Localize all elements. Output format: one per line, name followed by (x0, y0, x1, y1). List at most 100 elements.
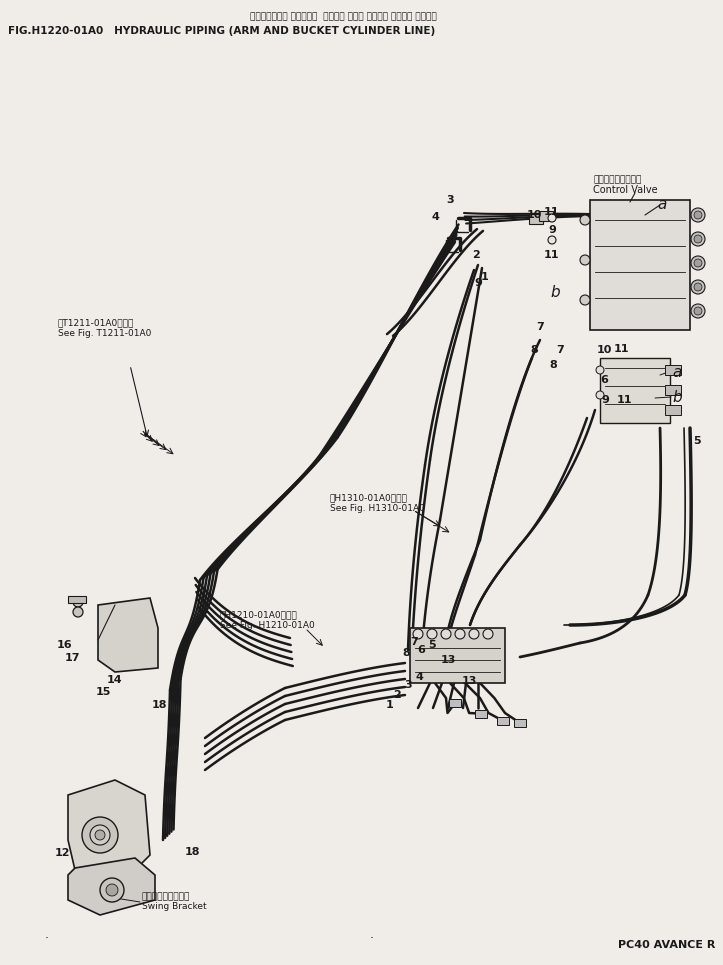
Text: 5: 5 (693, 436, 701, 446)
Text: 1: 1 (481, 272, 489, 282)
Circle shape (413, 629, 423, 639)
Circle shape (596, 391, 604, 399)
Circle shape (483, 629, 493, 639)
Text: 12: 12 (55, 848, 71, 858)
Bar (665, 385, 681, 395)
Text: 11: 11 (617, 395, 633, 405)
Text: 13: 13 (462, 676, 477, 686)
Text: FIG.H1220-01A0   HYDRAULIC PIPING (ARM AND BUCKET CYLINDER LINE): FIG.H1220-01A0 HYDRAULIC PIPING (ARM AND… (8, 26, 435, 36)
Circle shape (580, 255, 590, 265)
Text: 10: 10 (597, 345, 612, 355)
Circle shape (694, 307, 702, 315)
Text: 5: 5 (428, 640, 436, 650)
Circle shape (691, 208, 705, 222)
Bar (449, 699, 461, 707)
Bar (539, 211, 553, 221)
Text: 10: 10 (527, 210, 542, 220)
Text: See Fig. H1310-01A0: See Fig. H1310-01A0 (330, 504, 425, 513)
Circle shape (73, 607, 83, 617)
Text: 11: 11 (614, 344, 630, 354)
Bar (474, 709, 487, 718)
Text: 9: 9 (548, 225, 556, 235)
Circle shape (106, 884, 118, 896)
Circle shape (469, 629, 479, 639)
Circle shape (100, 878, 124, 902)
Text: 第H1210-01A0図参照: 第H1210-01A0図参照 (220, 610, 298, 619)
Text: See Fig. H1210-01A0: See Fig. H1210-01A0 (220, 621, 315, 630)
Text: 2: 2 (393, 690, 401, 700)
Circle shape (694, 259, 702, 267)
Text: 4: 4 (415, 672, 423, 682)
Circle shape (548, 214, 556, 222)
Polygon shape (98, 598, 158, 672)
Text: 11: 11 (544, 250, 560, 260)
Text: 2: 2 (472, 250, 480, 260)
Text: Swing Bracket: Swing Bracket (142, 902, 207, 911)
Text: 3: 3 (404, 680, 411, 690)
Circle shape (455, 629, 465, 639)
Text: 8: 8 (549, 360, 557, 370)
Text: 第T1211-01A0図参照: 第T1211-01A0図参照 (58, 318, 134, 327)
Text: .: . (45, 928, 49, 941)
Circle shape (580, 215, 590, 225)
Text: 3: 3 (446, 195, 453, 205)
Text: 15: 15 (96, 687, 111, 697)
Text: b: b (672, 390, 682, 405)
Bar (497, 717, 508, 725)
Text: 7: 7 (556, 345, 564, 355)
Text: 6: 6 (600, 375, 608, 385)
Text: 11: 11 (544, 207, 560, 217)
Text: 第H1310-01A0図参照: 第H1310-01A0図参照 (330, 493, 408, 502)
Bar (600, 358, 670, 423)
Circle shape (73, 597, 83, 607)
Bar (514, 719, 526, 727)
Text: 9: 9 (601, 395, 609, 405)
Circle shape (694, 235, 702, 243)
Text: 13: 13 (441, 655, 456, 665)
Bar (665, 405, 681, 415)
Text: .: . (370, 928, 374, 941)
Circle shape (548, 236, 556, 244)
Text: See Fig. T1211-01A0: See Fig. T1211-01A0 (58, 329, 151, 338)
Circle shape (691, 280, 705, 294)
Text: スイングブラケット: スイングブラケット (142, 892, 190, 901)
Text: a: a (657, 197, 667, 212)
Text: 6: 6 (417, 645, 425, 655)
Text: ハイドロリック パイピング  （アーム および バケット シリンダ ライン）: ハイドロリック パイピング （アーム および バケット シリンダ ライン） (250, 12, 437, 21)
Text: 8: 8 (402, 648, 410, 658)
Circle shape (90, 825, 110, 845)
Text: 18: 18 (152, 700, 168, 710)
Bar (68, 596, 86, 603)
Bar (590, 200, 690, 330)
Text: 16: 16 (57, 640, 72, 650)
Text: 7: 7 (536, 322, 544, 332)
Text: 17: 17 (65, 653, 80, 663)
Circle shape (580, 295, 590, 305)
Circle shape (427, 629, 437, 639)
Text: b: b (550, 285, 560, 300)
Text: Control Valve: Control Valve (593, 185, 658, 195)
Circle shape (691, 256, 705, 270)
Text: 4: 4 (432, 212, 440, 222)
Circle shape (691, 232, 705, 246)
Bar (410, 628, 505, 683)
Bar (529, 214, 543, 224)
Bar (665, 365, 681, 375)
Text: 14: 14 (107, 675, 123, 685)
Text: 9: 9 (474, 278, 482, 288)
Circle shape (694, 283, 702, 291)
Text: a: a (672, 365, 681, 380)
Circle shape (691, 304, 705, 318)
Text: PC40 AVANCE R: PC40 AVANCE R (617, 940, 715, 950)
Text: 7: 7 (410, 637, 418, 647)
Circle shape (82, 817, 118, 853)
Circle shape (95, 830, 105, 840)
Circle shape (441, 629, 451, 639)
Text: 18: 18 (185, 847, 200, 857)
Polygon shape (68, 780, 150, 880)
Text: 8: 8 (530, 345, 538, 355)
Text: コントロールバルブ: コントロールバルブ (593, 175, 641, 184)
Circle shape (694, 211, 702, 219)
Circle shape (596, 366, 604, 374)
Text: 1: 1 (386, 700, 394, 710)
